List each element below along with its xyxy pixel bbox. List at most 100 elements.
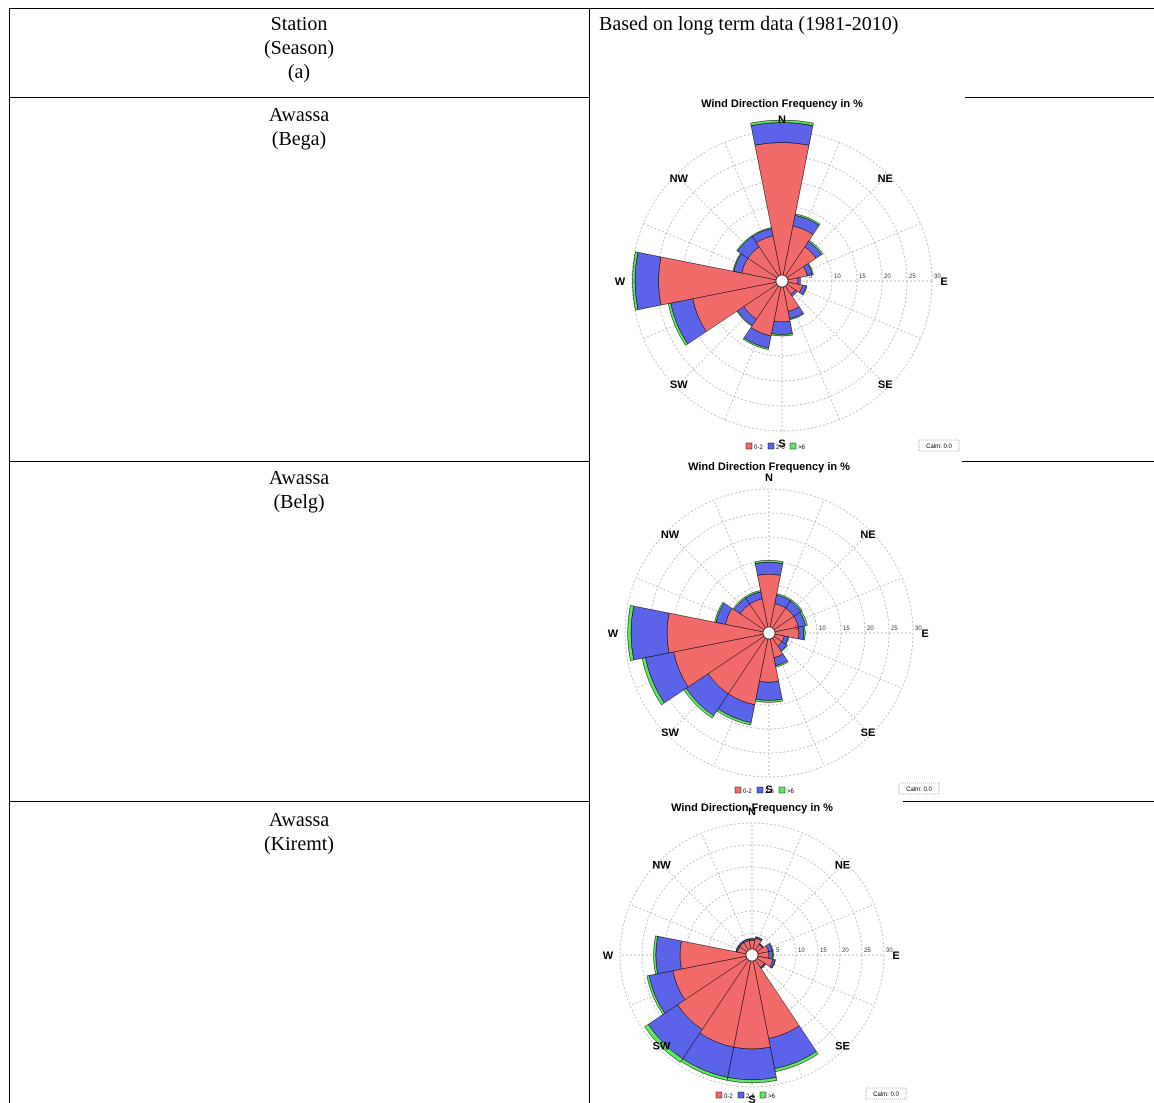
- radial-tick-label: 10: [834, 274, 841, 280]
- legend-label: 2-6: [746, 1094, 755, 1100]
- table-border-top: [9, 8, 1154, 9]
- rose-bar->6: [627, 605, 634, 661]
- legend-swatch: [767, 442, 775, 450]
- grid-ring: [619, 822, 885, 1088]
- table-row-divider-left: [9, 97, 590, 98]
- radial-tick-label: 15: [843, 626, 850, 632]
- legend-swatch: [778, 786, 786, 794]
- calm-box: [898, 782, 940, 795]
- direction-label-ne: NE: [878, 173, 893, 185]
- rose-bar->6: [644, 1023, 684, 1063]
- grid-spoke: [768, 632, 903, 689]
- rose-bar->6: [742, 337, 769, 350]
- legend-swatch: [715, 1091, 723, 1099]
- radial-tick-label: 5: [795, 626, 799, 632]
- radial-tick-label: 25: [891, 626, 898, 632]
- calm-center: [775, 274, 789, 288]
- rose-bar->6: [808, 239, 824, 255]
- direction-label-sw: SW: [661, 727, 679, 739]
- table-row-divider-right: [965, 97, 1154, 98]
- grid-spoke: [751, 832, 803, 956]
- rose-bar->6: [771, 950, 774, 960]
- table-row-divider-right: [903, 801, 1154, 802]
- radial-tick-label: 10: [819, 626, 826, 632]
- grid-spoke: [768, 632, 872, 736]
- rose-bar->6: [744, 590, 762, 599]
- radial-tick-label: 30: [915, 626, 922, 632]
- rose-bar->6: [755, 936, 763, 941]
- direction-label-n: N: [778, 114, 786, 126]
- grid-spoke: [658, 861, 753, 956]
- direction-label-n: N: [748, 806, 756, 818]
- grid-ring: [624, 488, 914, 778]
- legend-label: >6: [787, 789, 795, 795]
- table-border-left: [9, 8, 10, 1103]
- direction-label-s: S: [765, 784, 772, 796]
- direction-label-se: SE: [835, 1041, 850, 1053]
- rose-bar->6: [794, 213, 821, 226]
- direction-label-e: E: [892, 950, 899, 962]
- rose-bar->6: [742, 938, 750, 942]
- radial-tick-label: 30: [886, 948, 893, 954]
- direction-label-sw: SW: [653, 1041, 671, 1053]
- row-label-bega: Awassa (Bega): [9, 103, 589, 151]
- grid-spoke: [751, 954, 846, 1049]
- rose-bar->6: [802, 625, 806, 641]
- direction-label-sw: SW: [670, 379, 688, 391]
- legend-label: 0-2: [743, 789, 752, 795]
- radial-tick-label: 15: [859, 274, 866, 280]
- table-column-divider: [589, 8, 590, 1103]
- calm-label: Calm: 0.0: [906, 787, 932, 793]
- rose-bar->6: [653, 935, 658, 975]
- direction-label-w: W: [603, 950, 614, 962]
- grid-spoke: [629, 904, 753, 956]
- table-row-divider-left: [9, 461, 590, 462]
- direction-label-n: N: [765, 472, 773, 484]
- calm-box: [918, 439, 960, 452]
- direction-label-se: SE: [861, 727, 876, 739]
- station-name: Awassa: [268, 809, 330, 831]
- legend-label: 2-6: [776, 445, 785, 451]
- header-season-label: (Season): [264, 37, 334, 59]
- grid-spoke: [781, 280, 889, 388]
- chart-title: Wind Direction Frequency in %: [688, 461, 850, 473]
- row-label-belg: Awassa (Belg): [9, 466, 589, 514]
- legend-swatch: [745, 442, 753, 450]
- legend-swatch: [756, 786, 764, 794]
- header-station-cell: Station (Season) (a): [9, 12, 589, 84]
- chart-title: Wind Direction Frequency in %: [671, 802, 833, 814]
- radial-tick-label: 25: [909, 274, 916, 280]
- direction-label-se: SE: [878, 379, 893, 391]
- station-name: Awassa: [268, 104, 330, 126]
- direction-label-e: E: [921, 628, 928, 640]
- legend-label: >6: [798, 445, 806, 451]
- radial-tick-label: 25: [864, 948, 871, 954]
- rose-bar->6: [802, 285, 808, 296]
- rose-bar-2-6: [655, 935, 682, 975]
- legend-swatch: [759, 1091, 767, 1099]
- rose-bar->6: [754, 560, 784, 564]
- grid-spoke: [751, 861, 846, 956]
- rose-bar->6: [748, 938, 756, 940]
- calm-center: [745, 948, 759, 962]
- table-row-divider-left: [9, 801, 590, 802]
- legend-swatch: [789, 442, 797, 450]
- radial-tick-label: 20: [842, 948, 849, 954]
- season-name: (Belg): [273, 491, 325, 513]
- radial-tick-label: 5: [809, 274, 813, 280]
- calm-box: [865, 1087, 907, 1100]
- direction-label-nw: NW: [670, 173, 689, 185]
- grid-spoke: [701, 832, 753, 956]
- station-name: Awassa: [268, 467, 330, 489]
- legend-swatch: [734, 786, 742, 794]
- rose-bar->6: [807, 262, 814, 276]
- season-name: (Kiremt): [264, 833, 334, 855]
- rose-bar->6: [646, 975, 666, 1015]
- rose-bar->6: [771, 959, 776, 969]
- rose-bar->6: [632, 251, 639, 311]
- direction-label-ne: NE: [835, 859, 850, 871]
- rose-bar->6: [799, 610, 808, 627]
- radial-tick-label: 10: [798, 948, 805, 954]
